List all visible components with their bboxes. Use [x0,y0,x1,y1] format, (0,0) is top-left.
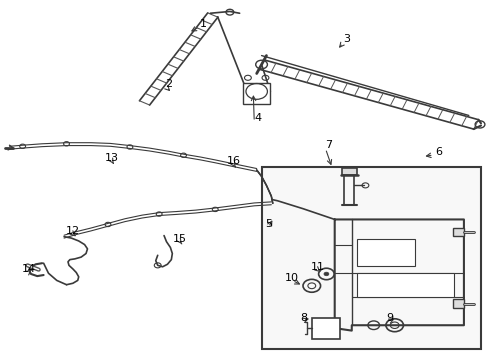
Bar [311,318,339,338]
Text: 5: 5 [264,219,271,229]
Text: 15: 15 [173,234,187,244]
Text: 13: 13 [104,153,119,163]
Text: 4: 4 [254,113,261,123]
Circle shape [324,272,328,276]
Text: 6: 6 [434,147,441,157]
Bar [243,83,270,104]
Bar [341,168,356,175]
Text: 10: 10 [285,273,299,283]
Text: 16: 16 [226,156,240,166]
Text: 8: 8 [300,313,307,323]
Text: 3: 3 [343,35,350,44]
Text: 9: 9 [386,313,392,323]
Text: 2: 2 [165,79,172,89]
Text: 12: 12 [66,226,80,236]
Text: 14: 14 [22,264,36,274]
Bar [356,239,414,266]
Bar [261,167,480,348]
Bar [356,273,453,297]
Bar [452,228,463,236]
Text: 7: 7 [325,140,332,150]
Bar [452,300,463,308]
Text: 1: 1 [199,19,206,29]
Text: 11: 11 [310,262,325,272]
